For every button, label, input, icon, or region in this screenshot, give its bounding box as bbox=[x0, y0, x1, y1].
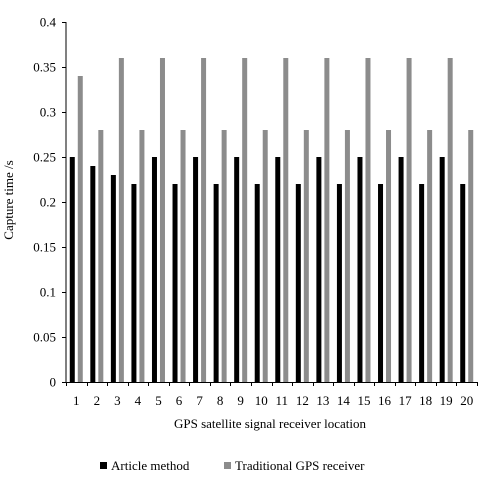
bar-traditional-gps-receiver bbox=[468, 130, 474, 382]
legend-label: Article method bbox=[111, 458, 190, 473]
x-tick-label: 15 bbox=[357, 393, 370, 408]
bar-article-method bbox=[193, 157, 199, 382]
bar-article-method bbox=[213, 184, 219, 382]
bar-article-method bbox=[439, 157, 445, 382]
bar-article-method bbox=[131, 184, 137, 382]
y-tick-label: 0.2 bbox=[40, 195, 56, 210]
bar-traditional-gps-receiver bbox=[344, 130, 350, 382]
x-tick-label: 20 bbox=[460, 393, 473, 408]
x-tick-label: 11 bbox=[276, 393, 289, 408]
bar-article-method bbox=[398, 157, 404, 382]
y-tick-label: 0.15 bbox=[33, 240, 56, 255]
bar-article-method bbox=[419, 184, 425, 382]
bar-traditional-gps-receiver bbox=[386, 130, 392, 382]
bar-traditional-gps-receiver bbox=[180, 130, 186, 382]
y-axis-label: Capture time /s bbox=[1, 160, 16, 239]
bar-article-method bbox=[460, 184, 466, 382]
bar-traditional-gps-receiver bbox=[283, 58, 289, 382]
bar-article-method bbox=[254, 184, 260, 382]
bar-traditional-gps-receiver bbox=[221, 130, 227, 382]
x-axis: 1 2 3 4 5 6 7 8 9 10 11 12 13 14 15 16 17 18 19 20 bbox=[66, 382, 478, 408]
bar-traditional-gps-receiver bbox=[262, 130, 268, 382]
x-tick-label: 17 bbox=[399, 393, 413, 408]
legend-label: Traditional GPS receiver bbox=[235, 458, 365, 473]
y-tick-label: 0.3 bbox=[40, 105, 56, 120]
x-tick-label: 13 bbox=[316, 393, 329, 408]
x-tick-label: 8 bbox=[217, 393, 224, 408]
x-tick-label: 3 bbox=[114, 393, 121, 408]
x-axis-label: GPS satellite signal receiver location bbox=[174, 416, 367, 431]
bar-traditional-gps-receiver bbox=[98, 130, 104, 382]
x-tick-label: 14 bbox=[337, 393, 351, 408]
x-tick-label: 16 bbox=[378, 393, 392, 408]
bar-traditional-gps-receiver bbox=[406, 58, 412, 382]
y-tick-label: 0.05 bbox=[33, 330, 56, 345]
bar-article-method bbox=[172, 184, 178, 382]
bar-article-method bbox=[275, 157, 281, 382]
bar-article-method bbox=[151, 157, 157, 382]
legend-swatch bbox=[224, 462, 231, 469]
legend-swatch bbox=[100, 462, 107, 469]
bar-article-method bbox=[357, 157, 363, 382]
x-tick-label: 1 bbox=[73, 393, 80, 408]
bar-article-method bbox=[69, 157, 75, 382]
bar-article-method bbox=[295, 184, 301, 382]
x-tick-label: 12 bbox=[296, 393, 309, 408]
bar-traditional-gps-receiver bbox=[447, 58, 453, 382]
x-tick-label: 5 bbox=[155, 393, 162, 408]
x-tick-label: 6 bbox=[176, 393, 183, 408]
x-tick-label: 19 bbox=[440, 393, 453, 408]
x-tick-label: 18 bbox=[419, 393, 432, 408]
x-tick-label: 9 bbox=[237, 393, 244, 408]
x-tick-label: 7 bbox=[196, 393, 203, 408]
x-tick-label: 2 bbox=[94, 393, 101, 408]
bar-traditional-gps-receiver bbox=[427, 130, 433, 382]
y-tick-label: 0.25 bbox=[33, 150, 56, 165]
x-tick-label: 10 bbox=[255, 393, 268, 408]
bar-article-method bbox=[234, 157, 240, 382]
y-tick-label: 0 bbox=[50, 375, 57, 390]
bar-article-method bbox=[90, 166, 96, 382]
bar-article-method bbox=[316, 157, 322, 382]
y-axis: 0 0.05 0.1 0.15 0.2 0.25 0.3 0.35 0.4 bbox=[33, 15, 67, 390]
bar-article-method bbox=[378, 184, 384, 382]
bar-traditional-gps-receiver bbox=[324, 58, 330, 382]
bars bbox=[69, 58, 474, 382]
bar-traditional-gps-receiver bbox=[77, 76, 83, 382]
y-tick-label: 0.35 bbox=[33, 60, 56, 75]
bar-article-method bbox=[336, 184, 342, 382]
legend: Article method Traditional GPS receiver bbox=[100, 458, 365, 473]
bar-traditional-gps-receiver bbox=[159, 58, 165, 382]
bar-traditional-gps-receiver bbox=[139, 130, 145, 382]
bar-traditional-gps-receiver bbox=[118, 58, 124, 382]
bar-traditional-gps-receiver bbox=[201, 58, 207, 382]
bar-traditional-gps-receiver bbox=[242, 58, 248, 382]
bar-traditional-gps-receiver bbox=[303, 130, 309, 382]
bar-article-method bbox=[110, 175, 116, 382]
bar-traditional-gps-receiver bbox=[365, 58, 371, 382]
x-tick-label: 4 bbox=[135, 393, 142, 408]
y-tick-label: 0.4 bbox=[40, 15, 57, 30]
y-tick-label: 0.1 bbox=[40, 285, 56, 300]
